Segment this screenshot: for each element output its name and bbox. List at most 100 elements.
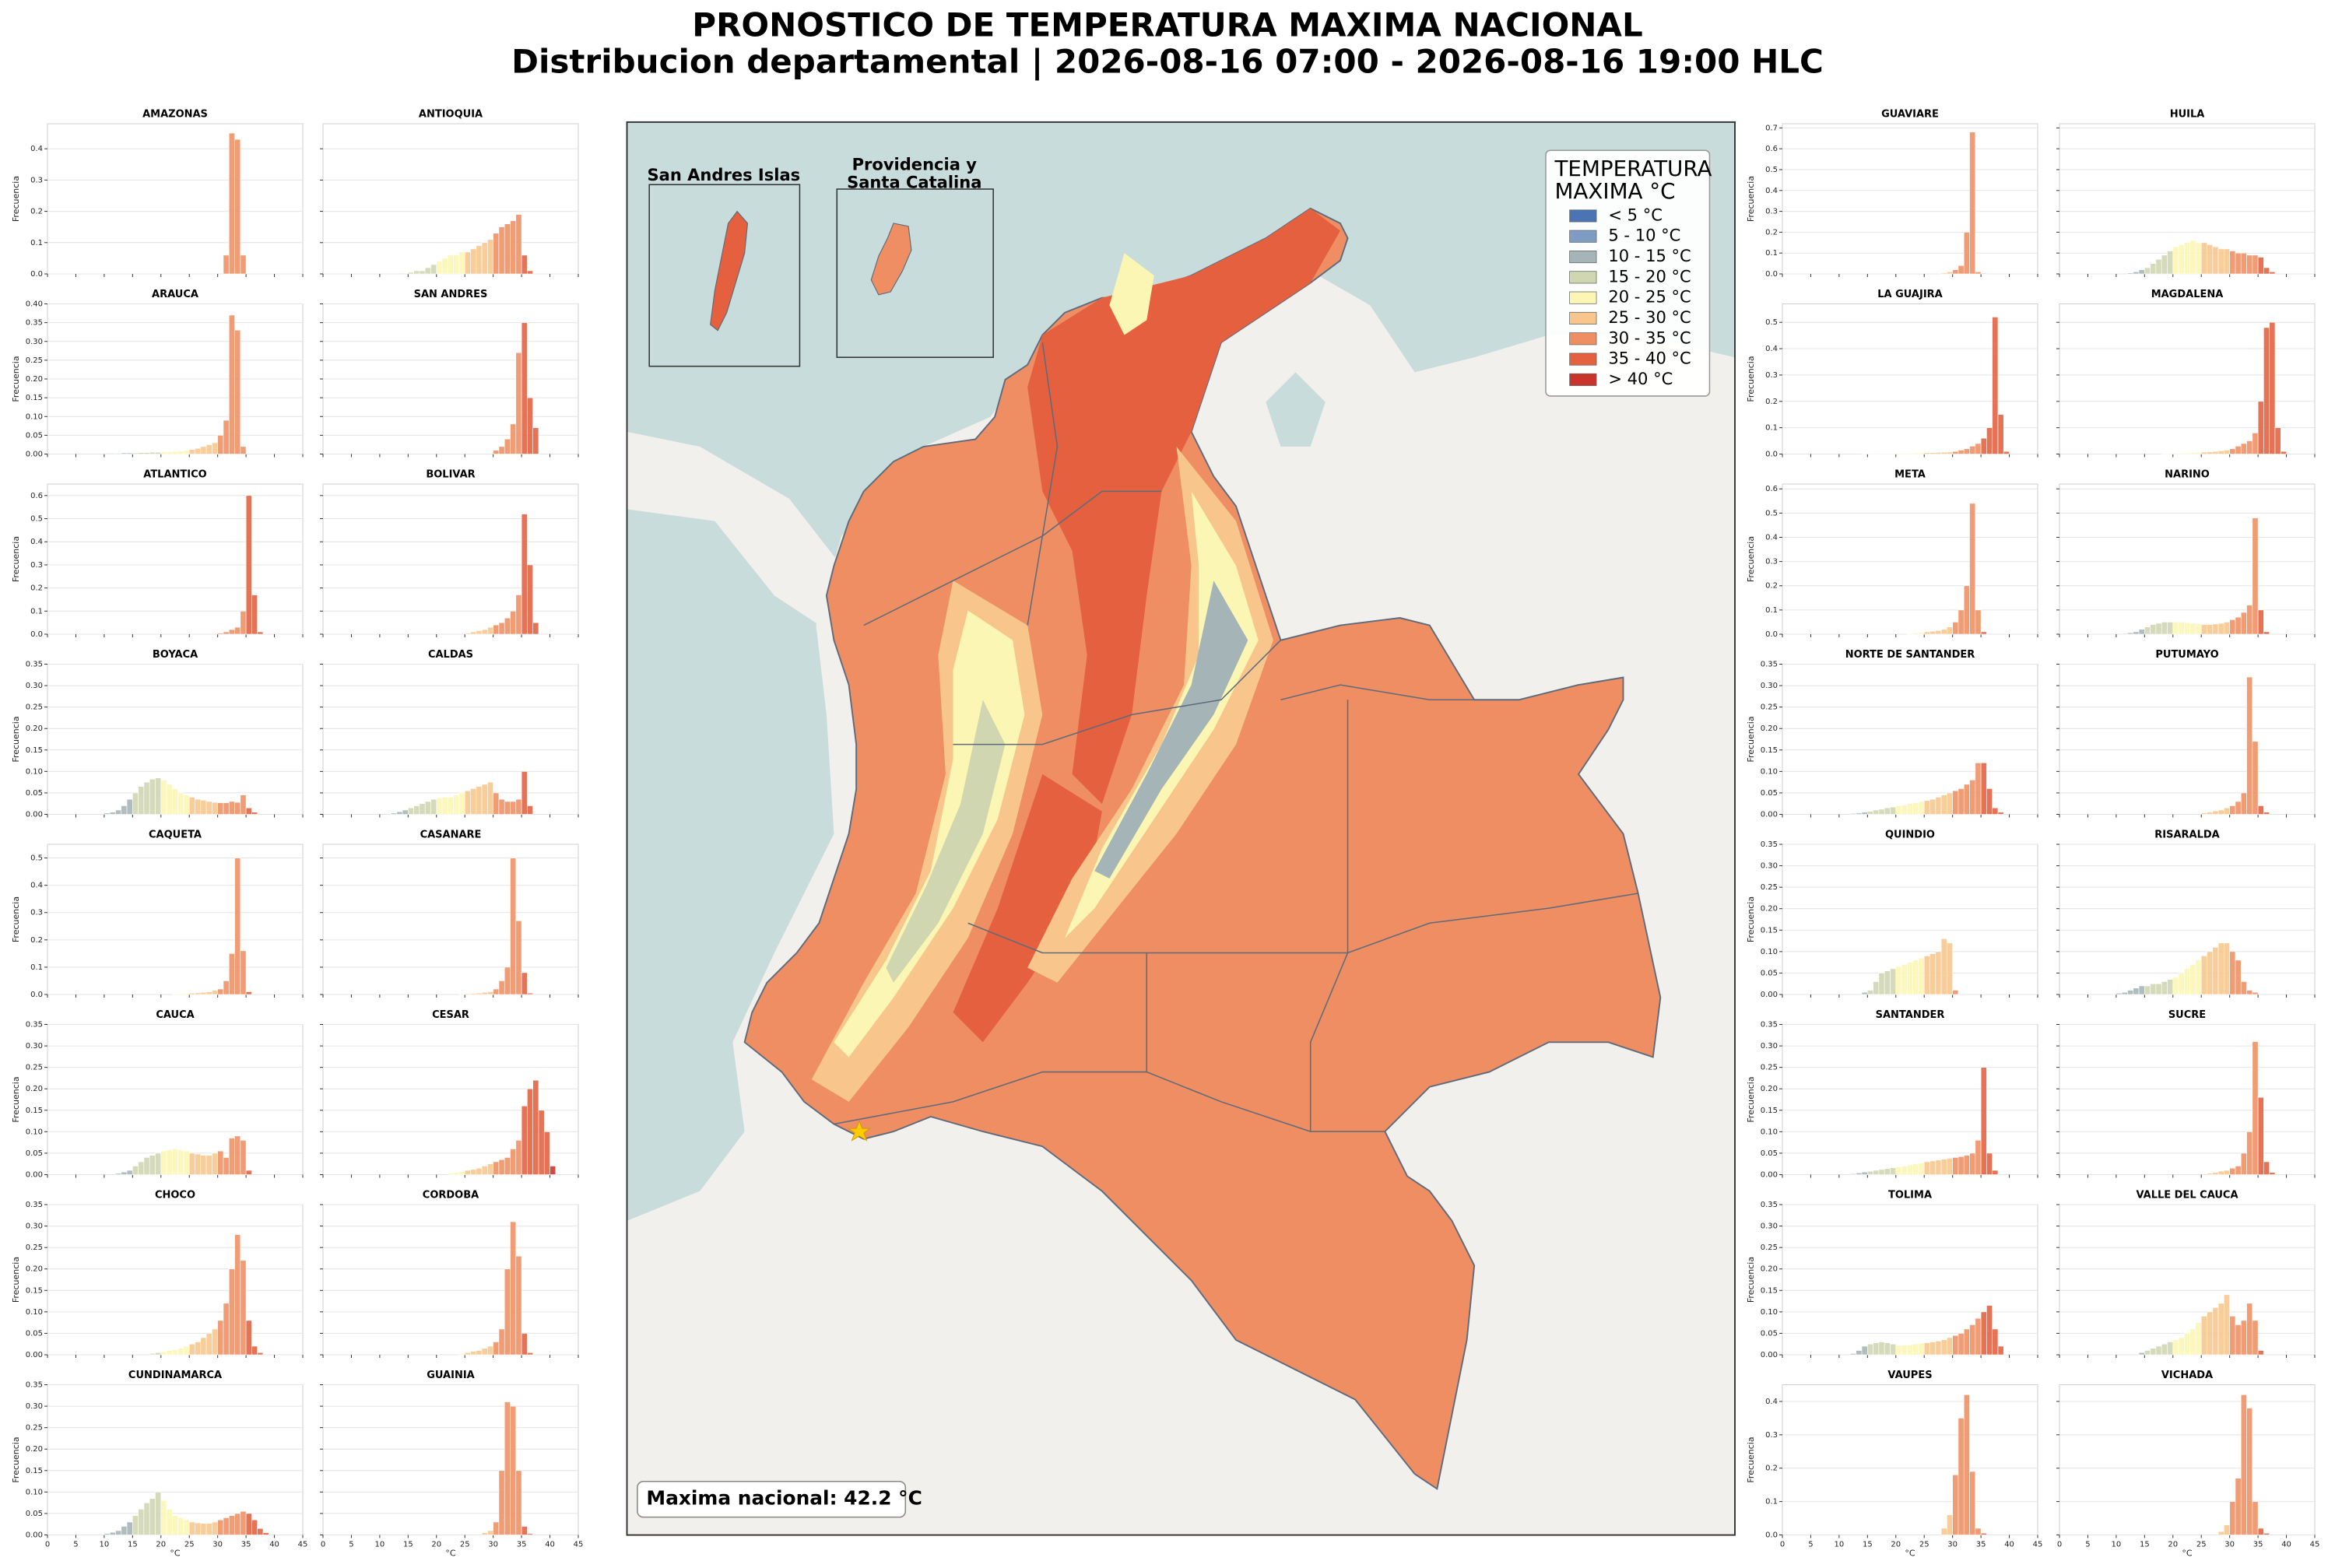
dept-border	[953, 640, 1281, 745]
y-tick-label: 0.5	[1765, 318, 1778, 327]
bar	[251, 1345, 258, 1356]
bar	[2229, 805, 2236, 815]
bar	[510, 1405, 517, 1535]
bar	[205, 801, 212, 815]
y-tick-label: 0.05	[1761, 1149, 1778, 1158]
y-axis-label: Frecuencia	[1746, 176, 1756, 222]
bar	[1958, 1333, 1965, 1356]
bar	[2150, 983, 2157, 995]
bar	[1918, 1342, 1925, 1356]
bar	[126, 1170, 133, 1175]
bar	[1940, 272, 1947, 275]
bar	[2127, 990, 2134, 995]
panel-title: BOYACA	[153, 649, 198, 661]
y-tick-label: 0.3	[1765, 558, 1778, 567]
bar	[2189, 240, 2196, 275]
bar	[498, 226, 505, 275]
bar	[240, 950, 247, 995]
panel-title: MAGDALENA	[2151, 289, 2224, 300]
bar	[2257, 1096, 2264, 1175]
bar	[1907, 962, 1913, 995]
bar	[257, 1528, 264, 1535]
bar	[448, 797, 454, 815]
dept-border	[1309, 700, 1385, 1132]
x-tick-label: 20	[431, 1541, 441, 1549]
bar	[2167, 251, 2174, 275]
y-tick-label: 0.2	[30, 208, 43, 216]
bar	[2144, 267, 2151, 275]
x-tick-label: 35	[1976, 1541, 1986, 1549]
bar	[1940, 451, 1947, 454]
y-tick-label: 0.20	[1761, 724, 1778, 733]
bar	[177, 1149, 184, 1175]
bar	[453, 254, 460, 275]
bar	[1895, 805, 1902, 815]
bar	[155, 1152, 162, 1175]
panel-title: CALDAS	[428, 649, 473, 661]
bar	[183, 795, 190, 815]
bar	[217, 633, 224, 635]
x-tick-label: 40	[2004, 1541, 2014, 1549]
legend-label: 15 - 20 °C	[1608, 266, 1691, 286]
bar	[504, 1268, 511, 1356]
bar	[240, 1510, 247, 1535]
x-tick-label: 15	[403, 1541, 413, 1549]
bar	[1952, 990, 1959, 995]
bar	[228, 953, 235, 995]
y-tick-label: 0.20	[1761, 905, 1778, 914]
bar	[487, 239, 493, 275]
bar	[1935, 1159, 1942, 1175]
panel-title: CASANARE	[420, 830, 482, 841]
y-tick-label: 0.0	[1765, 630, 1778, 639]
x-tick-label: 5	[2085, 1541, 2090, 1549]
bar	[138, 1161, 145, 1175]
bar	[2257, 805, 2264, 815]
x-axis-label: °C	[170, 1549, 181, 1559]
bar	[487, 1163, 493, 1175]
bar	[2224, 1170, 2230, 1175]
x-tick-label: 10	[375, 1541, 385, 1549]
y-axis-label: Frecuencia	[1746, 1076, 1756, 1122]
page-title: PRONOSTICO DE TEMPERATURA MAXIMA NACIONA…	[692, 6, 1642, 44]
legend-label: 5 - 10 °C	[1608, 226, 1680, 245]
bar	[200, 1155, 207, 1175]
bar	[1958, 265, 1965, 275]
y-tick-label: 0.35	[26, 661, 43, 669]
bar	[2240, 612, 2247, 635]
bar	[2252, 254, 2259, 275]
bar	[2235, 446, 2242, 454]
bar	[1975, 1317, 1982, 1356]
bar	[521, 1526, 528, 1535]
bar	[262, 1532, 269, 1535]
bar	[2217, 942, 2224, 995]
bar	[510, 801, 517, 815]
bar	[2263, 327, 2270, 454]
bar	[234, 329, 241, 454]
bar	[2150, 1348, 2157, 1356]
bar	[1850, 813, 1857, 815]
bar	[160, 780, 167, 815]
bar	[510, 1149, 517, 1175]
bar	[458, 251, 465, 275]
bar	[2178, 1337, 2185, 1356]
bar	[1940, 629, 1947, 635]
y-tick-label: 0.25	[1761, 883, 1778, 892]
bar	[172, 1349, 178, 1356]
hot-valley	[953, 773, 1102, 1043]
bar	[228, 1138, 235, 1175]
bar	[2257, 609, 2264, 635]
bar	[240, 254, 247, 275]
x-tick-label: 15	[1863, 1541, 1873, 1549]
plot-area	[1782, 483, 2038, 635]
bar	[160, 1150, 167, 1175]
plot-area	[1782, 1204, 2038, 1356]
bar	[2229, 1167, 2236, 1175]
bar	[143, 1502, 150, 1535]
panel-title: ANTIOQUIA	[419, 109, 483, 121]
bar	[532, 622, 539, 635]
bar	[228, 629, 235, 635]
bar	[515, 595, 522, 635]
bar	[2184, 622, 2190, 635]
